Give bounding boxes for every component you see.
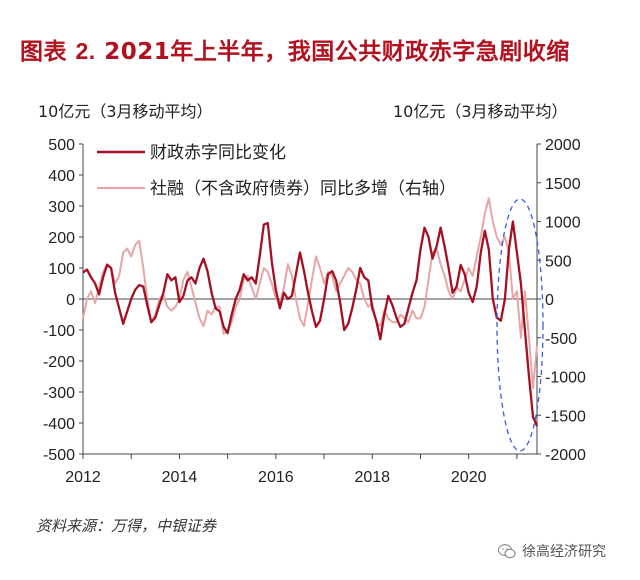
left-tick-label: -500 [43, 447, 75, 464]
left-tick-label: 200 [48, 230, 75, 247]
right-tick-label: 1500 [545, 176, 581, 193]
title-number: 2. [75, 38, 96, 64]
title-prefix: 图表 [20, 39, 67, 65]
left-tick-label: -300 [43, 385, 75, 402]
left-tick-label: 400 [48, 168, 75, 185]
x-tick-label: 2018 [354, 469, 390, 486]
right-tick-label: -1500 [545, 408, 586, 425]
x-tick-label: 2012 [65, 469, 101, 486]
title-text: 2021年上半年，我国公共财政赤字急剧收缩 [104, 39, 570, 65]
right-tick-label: -1000 [545, 370, 586, 387]
left-tick-label: -200 [43, 354, 75, 371]
series-line-tsf [82, 197, 538, 390]
series-line-deficit [82, 220, 539, 427]
wechat-icon [498, 543, 516, 558]
legend-label-tsf: 社融（不含政府债券）同比多增（右轴） [150, 179, 456, 199]
x-tick-label: 2016 [258, 469, 294, 486]
x-tick-label: 2020 [451, 469, 487, 486]
x-tick-label: 2014 [162, 469, 198, 486]
legend-label-deficit: 财政赤字同比变化 [150, 143, 286, 163]
left-tick-label: 500 [48, 137, 75, 154]
left-tick-label: 0 [66, 292, 75, 309]
watermark-text: 徐高经济研究 [522, 544, 606, 560]
left-axis-unit: 10亿元（3月移动平均） [38, 102, 213, 121]
right-tick-label: 1000 [545, 215, 581, 232]
right-axis-unit: 10亿元（3月移动平均） [393, 102, 568, 121]
right-tick-label: -2000 [545, 447, 586, 464]
left-tick-label: -100 [43, 323, 75, 340]
watermark: 徐高经济研究 [498, 541, 606, 561]
right-tick-label: 500 [545, 253, 572, 270]
annotation-ellipse [496, 198, 544, 452]
right-tick-label: 2000 [545, 137, 581, 154]
source-note: 资料来源：万得，中银证券 [36, 517, 217, 535]
right-tick-label: 0 [545, 292, 554, 309]
chart-title: 图表 2. 2021年上半年，我国公共财政赤字急剧收缩 [20, 32, 570, 66]
left-tick-label: -400 [43, 416, 75, 433]
left-tick-label: 300 [48, 199, 75, 216]
left-tick-label: 100 [48, 261, 75, 278]
right-tick-label: -500 [545, 331, 577, 348]
